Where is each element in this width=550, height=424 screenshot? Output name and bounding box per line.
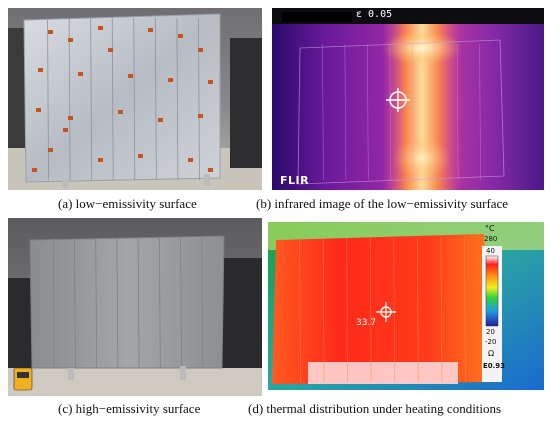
brand-logo: FLIR — [280, 174, 310, 187]
scale-mode-letter: Ω — [488, 349, 495, 358]
scale-low: -20 — [485, 338, 497, 346]
crosshair-icon — [376, 302, 396, 322]
thermal-image-heating: 33.7 °C 280 40 20 -20 Ω E0.93 — [268, 222, 544, 390]
photo-high-emissivity — [8, 218, 262, 396]
scale-emissivity: E0.93 — [483, 362, 506, 370]
spot-temperature: 33.7 — [356, 318, 377, 328]
emissivity-readout: ε 0.05 — [356, 9, 393, 20]
scale-unit: °C — [485, 224, 495, 233]
scale-20: 20 — [486, 328, 495, 336]
caption-b: (b) infrared image of the low−emissivity… — [256, 196, 509, 211]
caption-c: (c) high−emissivity surface — [58, 401, 201, 416]
scale-top: 40 — [486, 247, 495, 255]
caption-a: (a) low−emissivity surface — [58, 196, 197, 211]
scale-max: 280 — [484, 235, 498, 243]
photo-low-emissivity — [8, 8, 262, 190]
crosshair-icon — [386, 88, 410, 112]
caption-d: (d) thermal distribution under heating c… — [248, 401, 502, 416]
infrared-image-low-emissivity: ε 0.05 FLIR — [272, 8, 544, 190]
